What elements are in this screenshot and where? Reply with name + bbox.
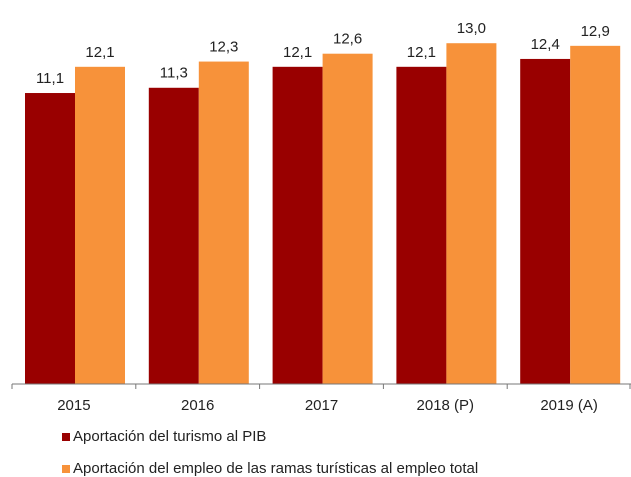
bar [272, 66, 323, 385]
data-label: 12,3 [209, 39, 238, 56]
data-label: 12,9 [581, 23, 610, 40]
x-tick-label: 2019 (A) [540, 397, 598, 414]
x-tick-label: 2016 [181, 397, 214, 414]
bar [396, 66, 447, 385]
x-tick-label: 2017 [305, 397, 338, 414]
legend-label: Aportación del empleo de las ramas turís… [73, 460, 478, 477]
data-label: 12,1 [85, 44, 114, 61]
x-tick-label: 2015 [57, 397, 90, 414]
legend-label: Aportación del turismo al PIB [73, 428, 266, 445]
data-label: 13,0 [457, 20, 486, 37]
data-label: 12,1 [407, 44, 436, 61]
bar [148, 87, 199, 385]
bar [322, 53, 373, 384]
data-label: 11,1 [36, 70, 64, 87]
bar [198, 61, 249, 385]
data-label: 12,6 [333, 31, 362, 48]
x-tick-label: 2018 (P) [417, 397, 475, 414]
data-label: 12,1 [283, 44, 312, 61]
data-label: 12,4 [531, 36, 560, 53]
data-label: 11,3 [160, 65, 188, 82]
bar [570, 45, 621, 384]
bar [446, 43, 497, 384]
bar [75, 66, 125, 385]
bar [520, 58, 571, 384]
legend-swatch [62, 433, 70, 441]
legend-swatch [62, 465, 70, 473]
bar [25, 93, 75, 385]
